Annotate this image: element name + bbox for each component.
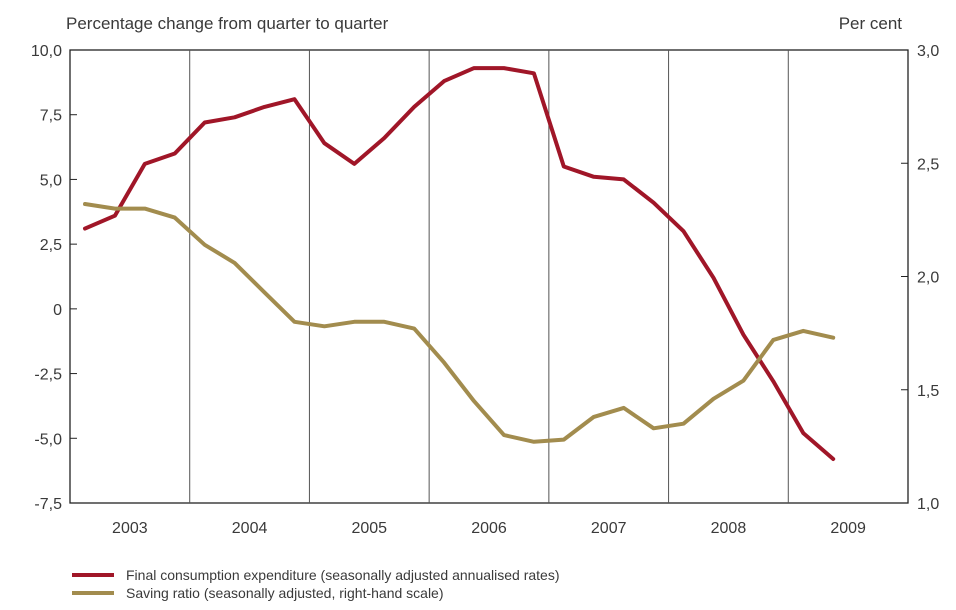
series-line-consumption: [83, 66, 836, 461]
data-point-consumption: [472, 66, 476, 70]
legend-swatch-consumption: [72, 573, 114, 577]
right-tick-label: 2,0: [917, 270, 939, 287]
left-tick-label: 0: [53, 302, 62, 319]
year-label: 2006: [471, 520, 507, 537]
data-point-consumption: [532, 71, 536, 75]
left-tick-label: 10,0: [31, 43, 62, 60]
left-tick-label: -7,5: [34, 496, 62, 513]
data-point-saving-ratio: [173, 216, 177, 220]
data-point-consumption: [502, 66, 506, 70]
data-point-consumption: [352, 162, 356, 166]
data-point-consumption: [322, 141, 326, 145]
left-tick-label: 5,0: [40, 172, 62, 189]
data-point-consumption: [292, 97, 297, 101]
data-point-consumption: [382, 136, 386, 140]
legend-item-saving-ratio: Saving ratio (seasonally adjusted, right…: [72, 584, 559, 602]
data-point-consumption: [801, 431, 805, 435]
data-point-consumption: [83, 227, 87, 231]
data-point-saving-ratio: [292, 320, 297, 324]
data-point-consumption: [741, 333, 746, 337]
legend-label-saving-ratio: Saving ratio (seasonally adjusted, right…: [126, 585, 444, 601]
year-label: 2009: [830, 520, 866, 537]
data-point-consumption: [562, 164, 566, 169]
data-point-saving-ratio: [711, 397, 716, 401]
data-point-consumption: [592, 175, 596, 179]
data-point-saving-ratio: [143, 207, 147, 211]
legend-item-consumption: Final consumption expenditure (seasonall…: [72, 566, 559, 584]
data-point-saving-ratio: [562, 438, 566, 442]
plot-frame: [69, 49, 909, 504]
legend: Final consumption expenditure (seasonall…: [72, 566, 559, 602]
left-axis-title: Percentage change from quarter to quarte…: [66, 14, 389, 33]
data-point-consumption: [412, 105, 416, 109]
data-point-consumption: [711, 276, 716, 280]
data-point-consumption: [143, 162, 147, 166]
data-point-saving-ratio: [741, 379, 746, 383]
right-axis-title: Per cent: [838, 14, 902, 33]
data-point-saving-ratio: [233, 261, 237, 265]
data-point-saving-ratio: [262, 290, 267, 294]
data-point-saving-ratio: [83, 202, 87, 206]
data-point-saving-ratio: [681, 422, 686, 426]
data-point-saving-ratio: [652, 426, 656, 430]
data-point-consumption: [113, 214, 117, 218]
data-point-saving-ratio: [382, 320, 386, 324]
data-point-saving-ratio: [771, 338, 775, 342]
data-point-consumption: [173, 151, 177, 156]
year-label: 2005: [351, 520, 387, 537]
data-point-consumption: [831, 457, 835, 461]
data-point-saving-ratio: [442, 361, 446, 365]
data-point-saving-ratio: [502, 433, 506, 437]
data-point-consumption: [652, 201, 656, 205]
data-point-saving-ratio: [532, 440, 536, 444]
data-point-saving-ratio: [472, 399, 476, 403]
left-tick-label: 7,5: [40, 108, 62, 125]
year-label: 2008: [711, 520, 747, 537]
data-point-saving-ratio: [203, 243, 207, 247]
data-point-saving-ratio: [831, 336, 835, 340]
data-point-consumption: [442, 79, 446, 83]
year-label: 2007: [591, 520, 627, 537]
year-label: 2004: [232, 520, 268, 537]
legend-label-consumption: Final consumption expenditure (seasonall…: [126, 567, 560, 583]
data-point-consumption: [203, 120, 207, 125]
data-point-saving-ratio: [352, 320, 356, 324]
series-line-saving-ratio: [83, 202, 836, 444]
data-point-saving-ratio: [412, 327, 416, 331]
data-point-consumption: [622, 177, 626, 181]
data-point-saving-ratio: [801, 329, 805, 333]
left-tick-label: -2,5: [34, 367, 62, 384]
data-point-consumption: [262, 105, 267, 109]
data-point-consumption: [233, 115, 237, 119]
right-tick-label: 2,5: [917, 156, 939, 173]
data-point-saving-ratio: [622, 406, 626, 410]
data-point-saving-ratio: [322, 324, 326, 328]
left-tick-label: 2,5: [40, 237, 62, 254]
data-point-consumption: [771, 379, 775, 383]
data-point-consumption: [681, 229, 686, 233]
legend-swatch-saving-ratio: [72, 591, 114, 595]
right-tick-label: 1,5: [917, 383, 939, 400]
right-tick-label: 1,0: [917, 496, 939, 513]
left-tick-label: -5,0: [34, 431, 62, 448]
year-label: 2003: [112, 520, 148, 537]
data-point-saving-ratio: [113, 207, 117, 211]
data-point-saving-ratio: [592, 415, 596, 419]
right-tick-label: 3,0: [917, 43, 939, 60]
